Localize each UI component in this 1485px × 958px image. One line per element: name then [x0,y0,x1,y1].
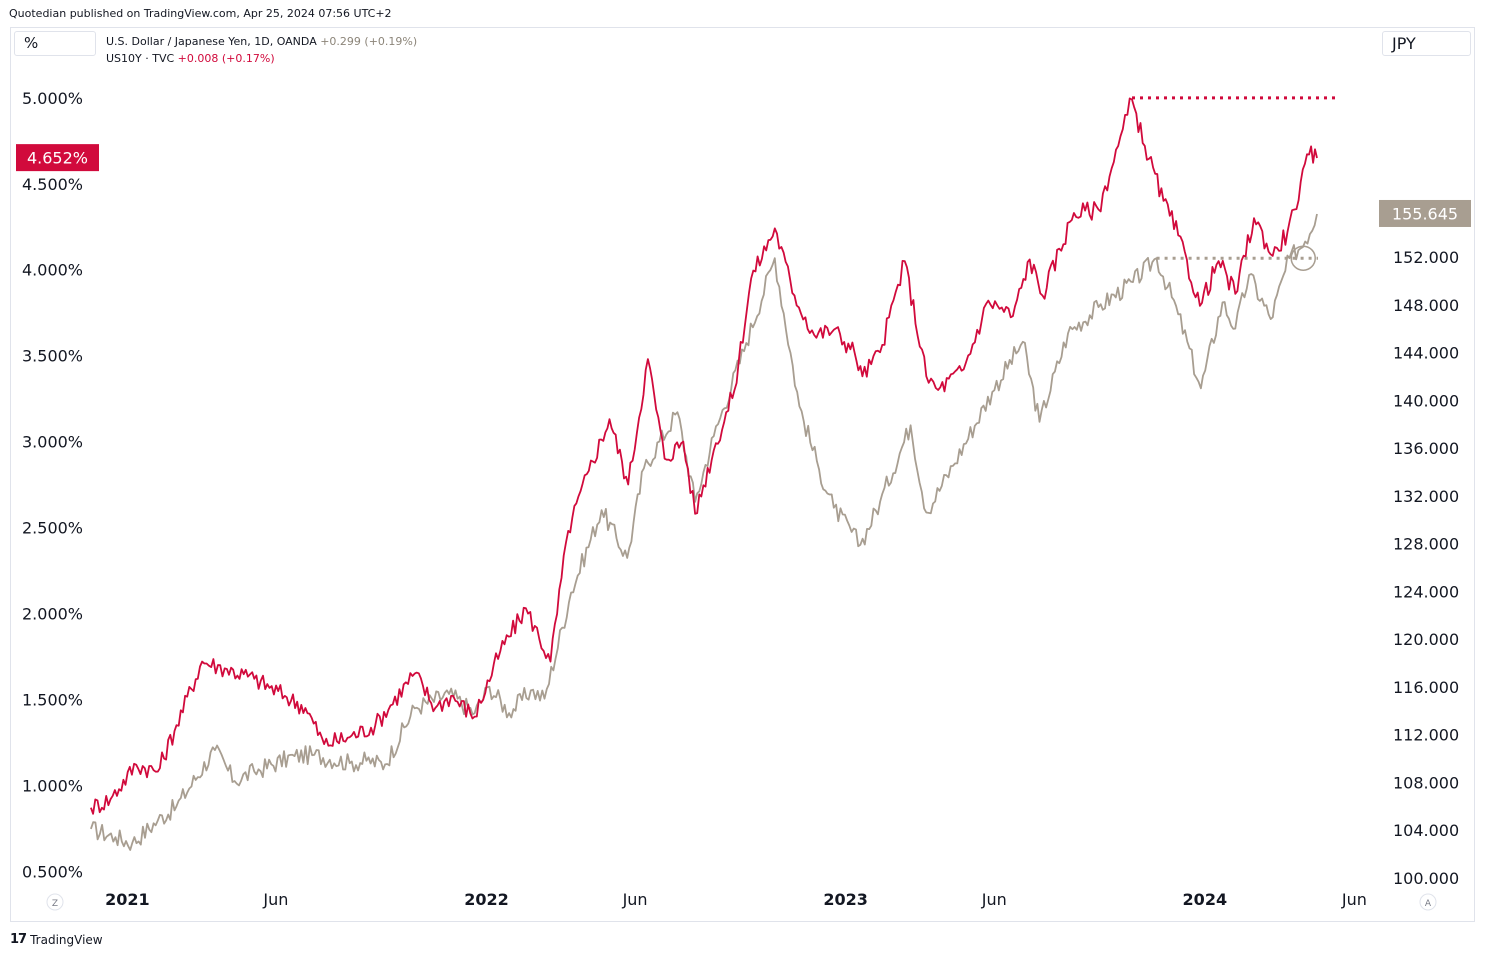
last-value-badge-left [16,144,99,172]
left-tick-label: 2.000% [22,604,83,623]
series-line-usdjpy[interactable] [90,213,1318,851]
series-line-us10y[interactable] [90,97,1318,815]
right-tick-label: 152.000 [1393,248,1459,267]
left-axis-ticks: 0.500% 1.000% 1.500% 2.000% 2.500% 3.000% 3.50… [22,89,83,881]
left-tick-label: 1.500% [22,690,83,709]
left-tick-label: 2.500% [22,519,83,538]
last-value-label-left: 4.652% [27,149,88,168]
published-by-text: Quotedian published on TradingView.com, … [9,7,392,20]
legend-name-usdjpy: U.S. Dollar / Japanese Yen, 1D, OANDA [106,35,317,48]
series-layer [90,97,1318,851]
right-scale-currency-box[interactable]: JPY [1382,31,1471,56]
x-tick-label: 2024 [1183,890,1228,909]
legend-change-us10y: +0.008 (+0.17%) [177,52,275,65]
x-tick-label: 2023 [823,890,868,909]
right-tick-label: 120.000 [1393,630,1459,649]
auto-scale-left-label: Z [52,899,58,909]
tradingview-brand-text: TradingView [30,932,103,947]
right-tick-label: 104.000 [1393,821,1459,840]
x-tick-label: Jun [622,890,648,909]
legend-row-usdjpy[interactable]: U.S. Dollar / Japanese Yen, 1D, OANDA +0… [106,35,417,48]
legend-name-us10y: US10Y · TVC [106,52,175,65]
left-tick-label: 3.000% [22,433,83,452]
left-scale-unit-box[interactable]: % [14,31,96,56]
right-tick-label: 112.000 [1393,726,1459,745]
left-tick-label: 3.500% [22,347,83,366]
right-tick-label: 140.000 [1393,391,1459,410]
x-tick-label: Jun [981,890,1007,909]
right-tick-label: 144.000 [1393,344,1459,363]
last-value-badges: 4.652% 155.645 [16,144,1471,227]
auto-scale-right-label: A [1425,899,1432,909]
left-tick-label: 4.000% [22,261,83,280]
right-tick-label: 128.000 [1393,535,1459,554]
left-tick-label: 5.000% [22,89,83,108]
left-tick-label: 0.500% [22,862,83,881]
right-axis-ticks: 100.000 104.000 108.000 112.000 116.000 120.0… [1393,248,1459,888]
footer-brand[interactable]: 17 TradingView [10,932,103,947]
corner-buttons: Z A [46,893,1437,911]
right-tick-label: 148.000 [1393,296,1459,315]
annotation-layer [1131,96,1338,271]
last-value-label-right: 155.645 [1392,204,1458,223]
x-tick-label: Jun [1341,890,1367,909]
right-tick-label: 136.000 [1393,439,1459,458]
x-tick-label: 2022 [464,890,509,909]
chart-frame [10,27,1475,922]
right-tick-label: 108.000 [1393,773,1459,792]
right-tick-label: 132.000 [1393,487,1459,506]
right-tick-label: 124.000 [1393,582,1459,601]
tradingview-logo-icon: 17 [10,932,27,947]
left-tick-label: 4.500% [22,175,83,194]
auto-scale-left-button[interactable] [46,893,64,911]
last-value-badge-right [1379,199,1471,227]
x-tick-label: 2021 [105,890,150,909]
x-tick-label: Jun [262,890,288,909]
auto-scale-right-button[interactable] [1419,893,1437,911]
left-tick-label: 1.000% [22,776,83,795]
legend-row-us10y[interactable]: US10Y · TVC +0.008 (+0.17%) [106,52,275,65]
legend-change-usdjpy: +0.299 (+0.19%) [320,35,418,48]
x-axis-ticks: 2021 Jun 2022 Jun 2023 Jun 2024 Jun [105,890,1367,909]
right-tick-label: 116.000 [1393,678,1459,697]
right-tick-label: 100.000 [1393,869,1459,888]
